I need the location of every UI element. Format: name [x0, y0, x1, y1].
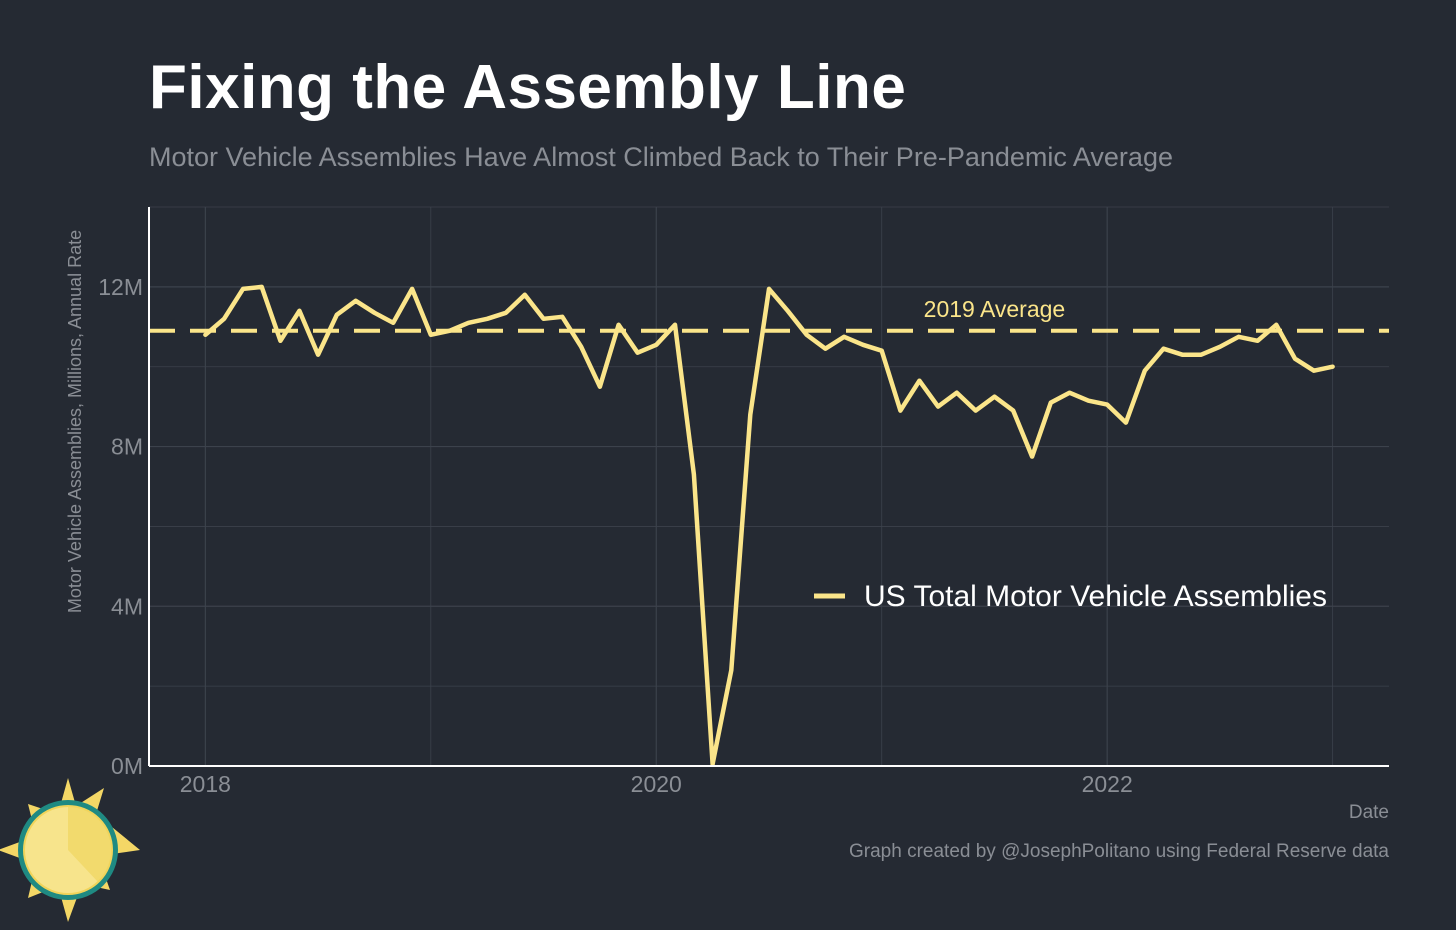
x-tick-label: 2018: [180, 771, 231, 797]
y-tick-label: 4M: [111, 593, 143, 619]
x-tick-label: 2022: [1082, 771, 1133, 797]
reference-line-group: 2019 Average: [149, 296, 1389, 333]
series-group: [203, 284, 1335, 767]
y-tick-label: 8M: [111, 434, 143, 460]
tick-labels: 0M 4M 8M 12M 2018 2020 2022: [98, 274, 1133, 797]
y-tick-label: 0M: [111, 753, 143, 779]
sun-logo: [0, 778, 140, 922]
chart-title: Fixing the Assembly Line: [149, 53, 907, 122]
legend-label: US Total Motor Vehicle Assemblies: [864, 580, 1327, 613]
source-caption: Graph created by @JosephPolitano using F…: [849, 841, 1389, 862]
y-axis-label: Motor Vehicle Assemblies, Millions, Annu…: [65, 230, 85, 613]
axes: [148, 207, 1389, 767]
x-tick-label: 2020: [631, 771, 682, 797]
y-tick-label: 12M: [98, 274, 143, 300]
series-line: [203, 284, 1335, 767]
sun-shade-icon: [68, 806, 112, 882]
legend: US Total Motor Vehicle Assemblies: [814, 580, 1327, 613]
x-axis-label: Date: [1349, 802, 1389, 823]
chart-subtitle: Motor Vehicle Assemblies Have Almost Cli…: [149, 142, 1173, 172]
reference-line-label: 2019 Average: [924, 296, 1066, 322]
